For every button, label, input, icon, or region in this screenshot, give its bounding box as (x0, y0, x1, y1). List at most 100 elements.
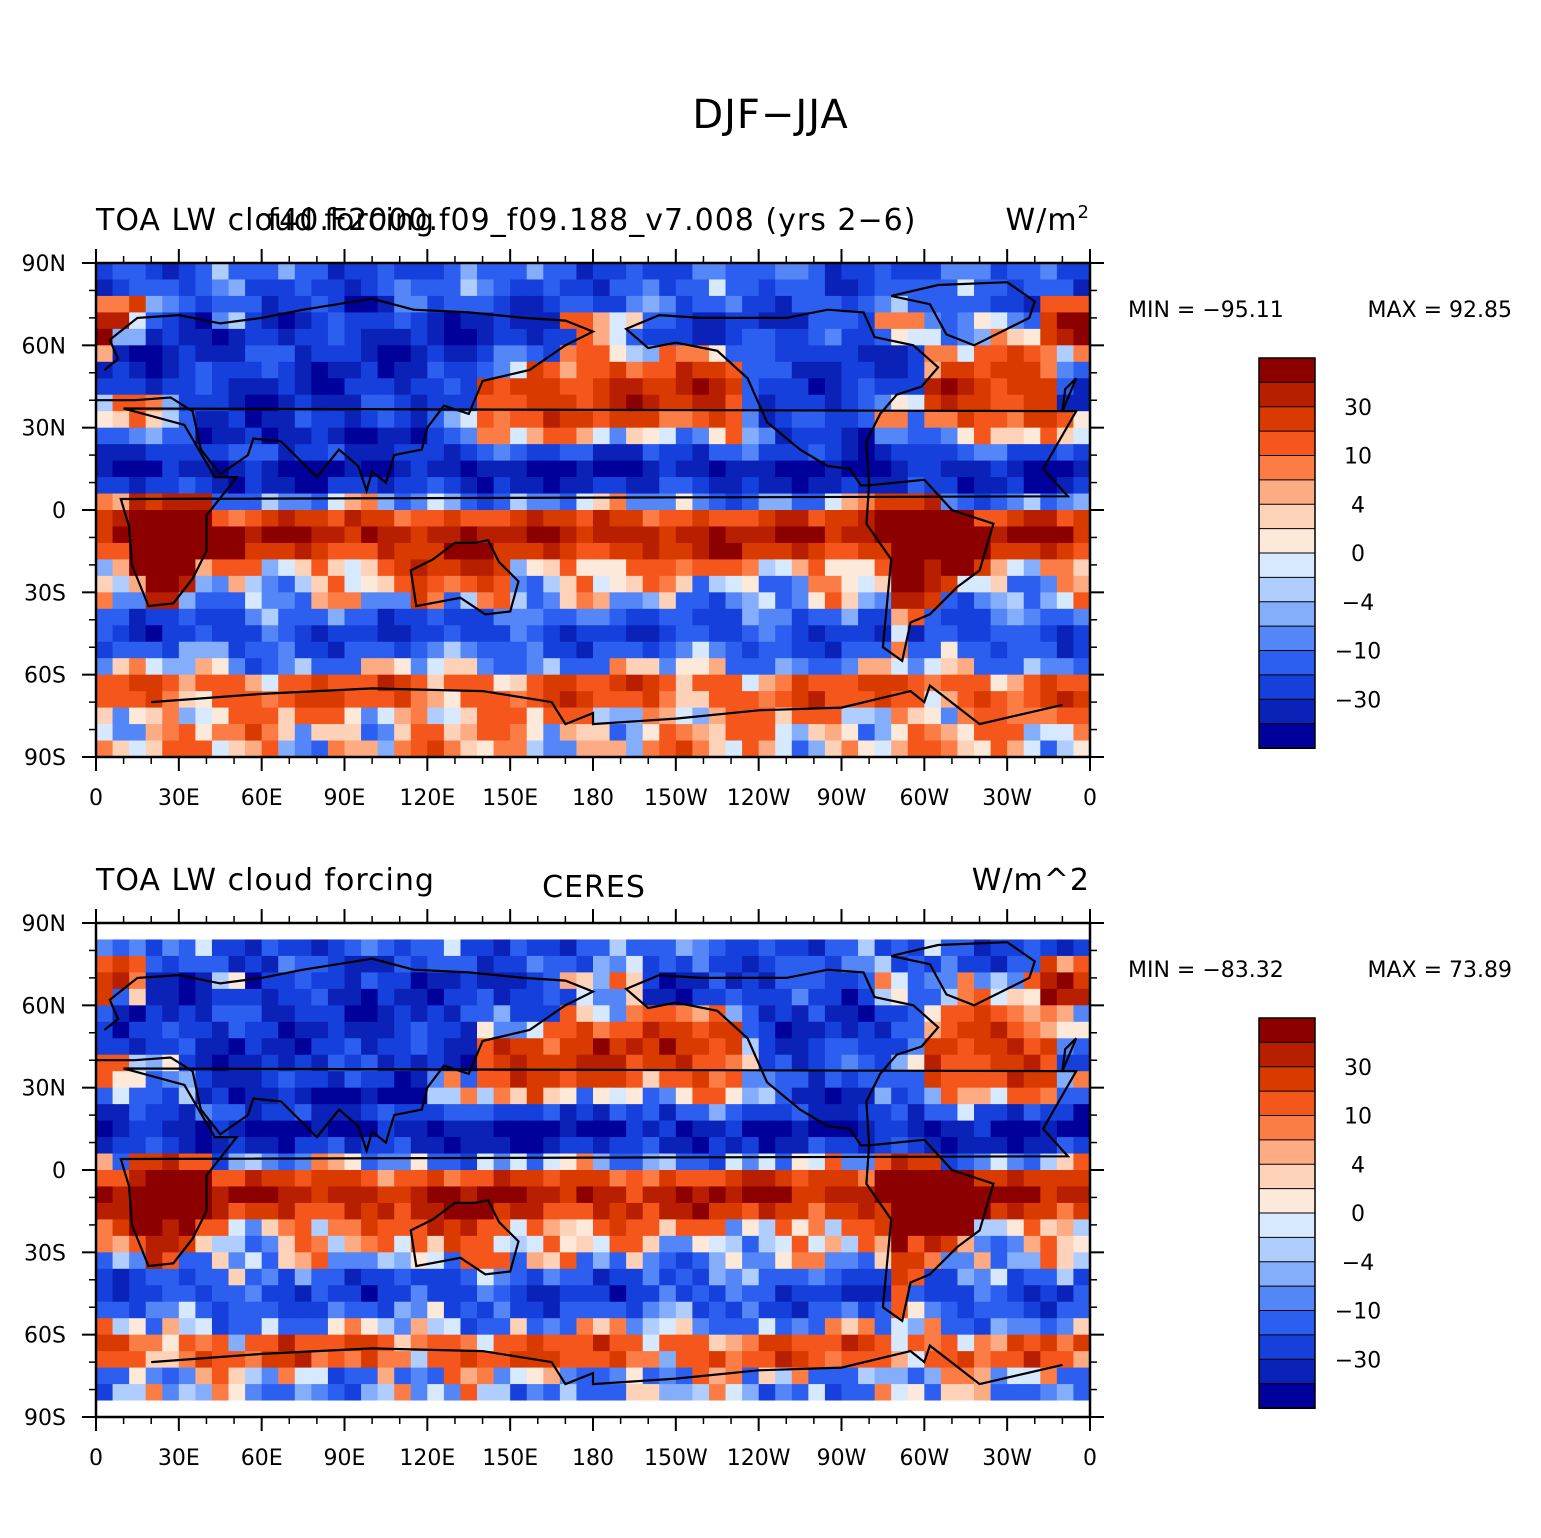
field-cell (394, 361, 412, 379)
field-cell (824, 1186, 843, 1204)
y-tick-label: 60N (22, 994, 66, 1019)
field-cell (708, 493, 727, 511)
field-cell (294, 972, 312, 990)
field-cell (576, 1235, 594, 1253)
field-cell (775, 1021, 793, 1039)
field-cell (1040, 1071, 1058, 1089)
field-cell (427, 493, 445, 511)
field-cell (96, 1384, 114, 1402)
field-cell (626, 1137, 644, 1155)
field-cell (344, 740, 362, 758)
field-cell (725, 674, 743, 692)
field-cell (178, 328, 196, 346)
colorbar-swatch (1258, 723, 1316, 749)
field-cell (410, 1285, 428, 1303)
field-cell (278, 1104, 296, 1122)
field-cell (543, 1038, 561, 1056)
field-cell (758, 592, 776, 610)
field-cell (974, 923, 992, 941)
field-cell (940, 1104, 959, 1122)
field-cell (659, 1252, 677, 1270)
field-cell (626, 1120, 644, 1138)
field-cell (824, 1054, 843, 1072)
field-cell (841, 279, 859, 297)
field-cell (1023, 378, 1041, 396)
field-cell (129, 1120, 147, 1138)
field-cell (1007, 592, 1025, 610)
field-cell (477, 1170, 495, 1188)
field-cell (526, 460, 544, 478)
field-cell (1007, 1301, 1025, 1319)
field-cell (96, 724, 114, 742)
field-cell (593, 674, 611, 692)
field-cell (626, 460, 644, 478)
field-cell (858, 641, 876, 659)
field-cell (112, 658, 130, 676)
field-cell (957, 312, 975, 330)
field-cell (344, 1104, 362, 1122)
field-cell (675, 361, 693, 379)
field-cell (1007, 674, 1025, 692)
field-cell (112, 740, 130, 758)
field-cell (576, 658, 594, 676)
field-cell (1007, 1087, 1025, 1105)
field-cell (692, 411, 710, 429)
field-cell (294, 625, 312, 643)
field-cell (410, 378, 428, 396)
field-cell (145, 1170, 163, 1188)
field-cell (228, 1153, 246, 1171)
field-cell (129, 279, 147, 297)
field-cell (891, 592, 909, 610)
field-cell (261, 674, 279, 692)
field-cell (410, 526, 428, 544)
field-cell (1073, 1384, 1091, 1402)
field-cell (195, 345, 213, 363)
field-cell (758, 1071, 776, 1089)
field-cell (211, 526, 230, 544)
field-cell (708, 263, 727, 281)
field-cell (675, 477, 693, 495)
field-cell (758, 707, 776, 725)
field-cell (659, 724, 677, 742)
field-cell (526, 939, 544, 957)
field-cell (907, 1170, 925, 1188)
field-cell (145, 279, 163, 297)
field-cell (642, 1252, 660, 1270)
field-cell (576, 1186, 594, 1204)
field-cell (1073, 724, 1091, 742)
field-cell (211, 328, 230, 346)
field-cell (178, 1021, 196, 1039)
field-cell (609, 955, 627, 973)
field-cell (940, 923, 959, 941)
field-cell (824, 625, 843, 643)
field-cell (162, 1137, 180, 1155)
field-cell (178, 625, 196, 643)
field-cell (891, 542, 909, 560)
field-cell (129, 691, 147, 709)
field-cell (1073, 1219, 1091, 1237)
field-cell (659, 263, 677, 281)
field-cell (576, 411, 594, 429)
field-cell (891, 1071, 909, 1089)
field-cell (1056, 1186, 1075, 1204)
field-cell (675, 1367, 693, 1385)
field-cell (1073, 1137, 1091, 1155)
field-cell (692, 740, 710, 758)
field-cell (593, 740, 611, 758)
field-cell (228, 345, 246, 363)
field-cell (394, 1235, 412, 1253)
field-cell (576, 312, 594, 330)
field-cell (907, 1202, 925, 1220)
field-cell (1023, 542, 1041, 560)
field-cell (427, 1285, 445, 1303)
field-cell (394, 542, 412, 560)
field-cell (493, 1367, 511, 1385)
field-cell (924, 1318, 942, 1336)
field-cell (841, 1400, 859, 1418)
field-cell (96, 460, 114, 478)
field-cell (410, 1351, 428, 1369)
field-cell (858, 592, 876, 610)
field-cell (211, 939, 230, 957)
field-cell (692, 1153, 710, 1171)
field-cell (361, 345, 379, 363)
